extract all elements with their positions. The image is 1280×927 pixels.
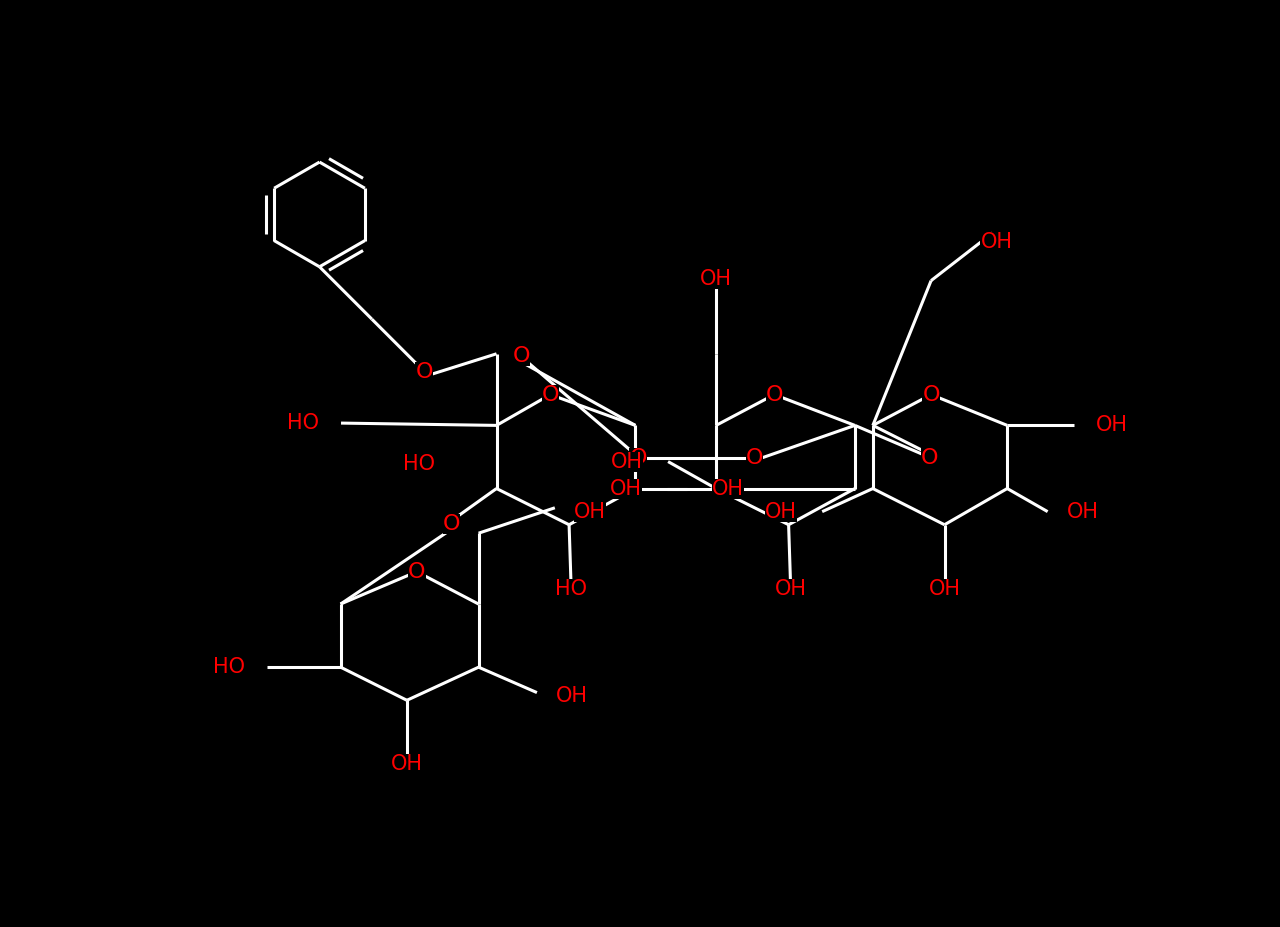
Text: O: O bbox=[923, 385, 940, 404]
Text: O: O bbox=[541, 385, 559, 404]
Text: O: O bbox=[416, 362, 433, 382]
Text: OH: OH bbox=[1096, 415, 1128, 436]
Text: O: O bbox=[920, 448, 938, 468]
Text: OH: OH bbox=[609, 478, 641, 499]
Text: OH: OH bbox=[557, 686, 589, 706]
Text: OH: OH bbox=[1068, 502, 1100, 522]
Text: HO: HO bbox=[212, 657, 244, 678]
Text: OH: OH bbox=[700, 269, 732, 289]
Text: OH: OH bbox=[575, 502, 607, 522]
Text: OH: OH bbox=[764, 502, 796, 522]
Text: O: O bbox=[443, 514, 461, 534]
Text: O: O bbox=[765, 385, 783, 404]
Text: OH: OH bbox=[713, 478, 745, 499]
Text: O: O bbox=[408, 562, 425, 582]
Text: O: O bbox=[746, 448, 763, 468]
Text: OH: OH bbox=[611, 451, 643, 472]
Text: HO: HO bbox=[556, 578, 588, 599]
Text: HO: HO bbox=[402, 454, 434, 474]
Text: OH: OH bbox=[980, 232, 1012, 252]
Text: HO: HO bbox=[288, 413, 320, 433]
Text: O: O bbox=[630, 448, 646, 468]
Text: OH: OH bbox=[390, 755, 422, 774]
Text: OH: OH bbox=[774, 578, 806, 599]
Text: O: O bbox=[513, 346, 530, 366]
Text: OH: OH bbox=[928, 578, 960, 599]
